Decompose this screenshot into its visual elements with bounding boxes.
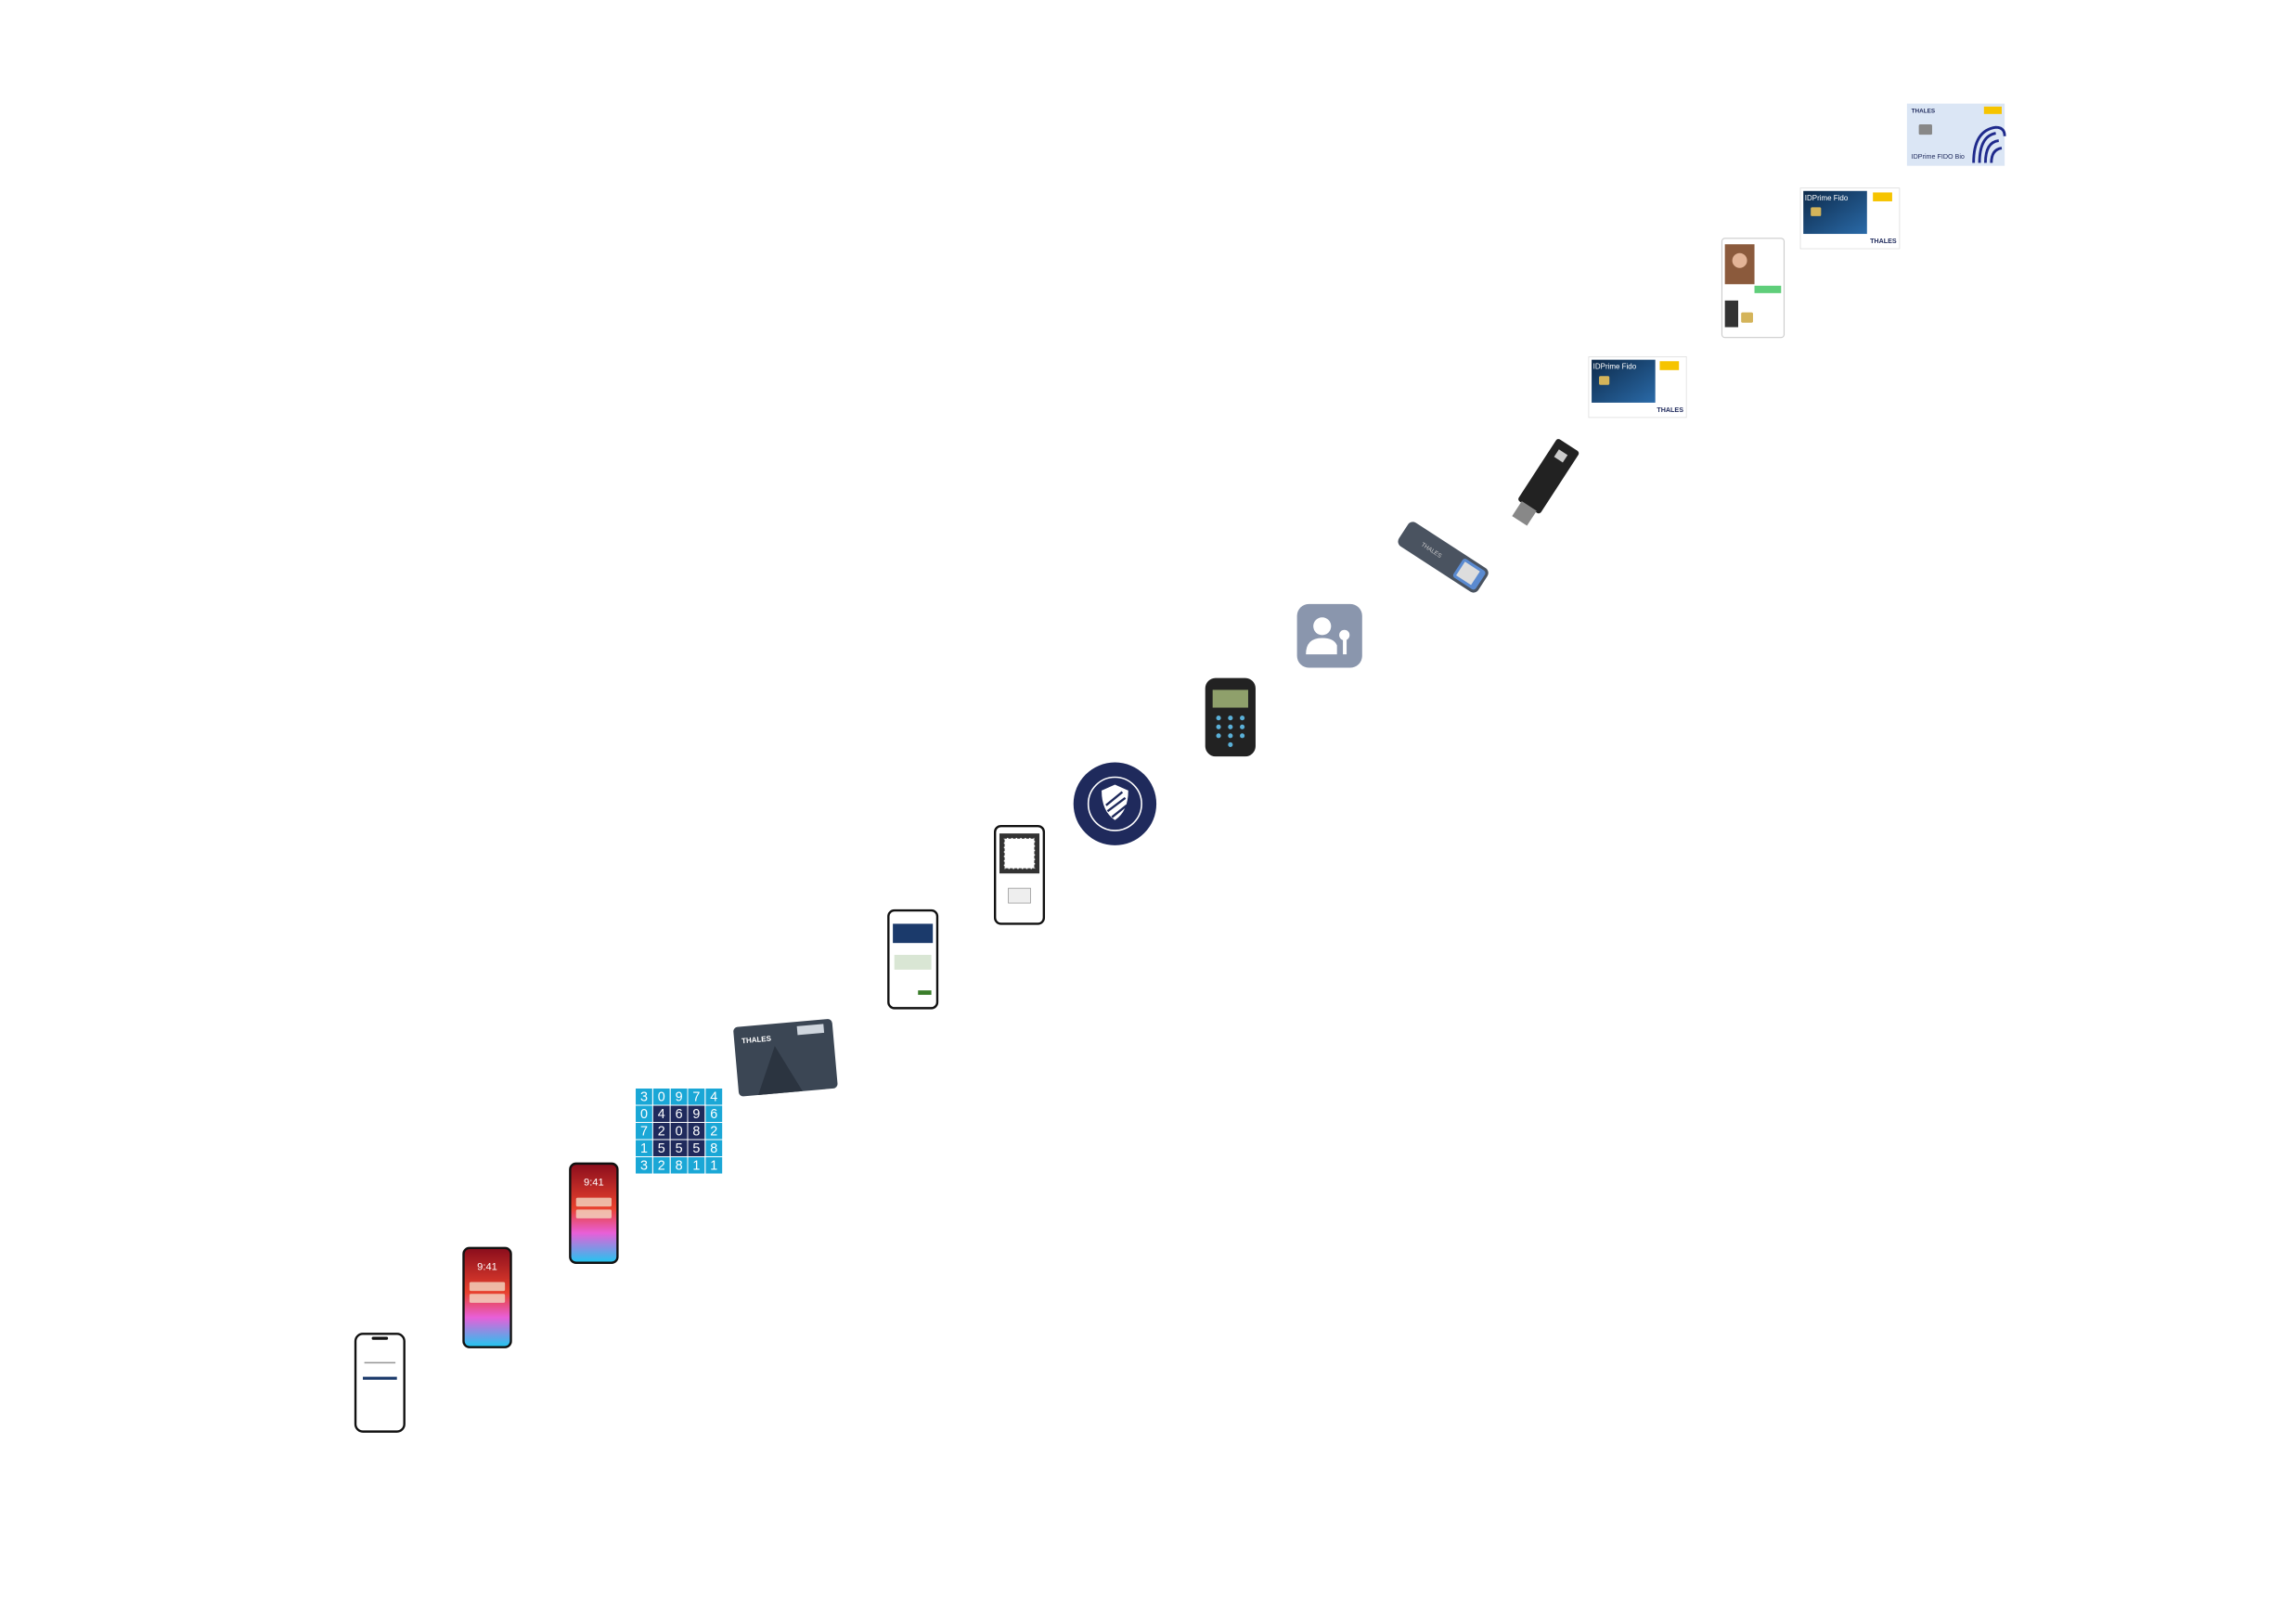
card-title: IDPrime Fido: [1805, 194, 1849, 202]
grid-digit: 3: [640, 1089, 648, 1104]
fido-card: IDPrime Fido THALES: [1799, 187, 1901, 250]
grid-digit: 9: [692, 1107, 700, 1122]
grid-digit: 7: [692, 1089, 700, 1104]
grid-digit: 1: [710, 1159, 717, 1174]
grid-digit: 3: [640, 1159, 648, 1174]
grid-card: 3 0 9 7 40 4 6 9 67 2 0 8 21 5 5 5 83 2 8 1 1: [635, 1088, 724, 1175]
bio-card: THALES IDPrime FIDO Bio: [1906, 103, 2006, 166]
grid-digit: 6: [676, 1107, 683, 1122]
grid-digit: 0: [640, 1107, 648, 1122]
phone-login: [354, 1333, 406, 1433]
fido-card: IDPrime Fido THALES: [1588, 356, 1687, 419]
time: 9:41: [584, 1178, 604, 1189]
grid-digit: 9: [676, 1089, 683, 1104]
grid-digit: 8: [710, 1141, 717, 1156]
brand: THALES: [1870, 238, 1897, 245]
grid-cell: [704, 1156, 724, 1175]
grid-digit: 8: [676, 1159, 683, 1174]
grid-digit: 7: [640, 1125, 648, 1140]
phone-lockscreen: 9:41: [569, 1162, 619, 1264]
grid-digit: 5: [676, 1141, 683, 1156]
card-reader: [1205, 677, 1256, 757]
protector-badge: GEMALTO MOBILE PROTECTOR: [1064, 762, 1168, 854]
phone-lockscreen: 9:41: [462, 1246, 512, 1348]
grid-digit: 4: [710, 1089, 717, 1104]
brand: THALES: [741, 1035, 772, 1046]
usb-reader: THALES: [1398, 522, 1489, 593]
phone-app: [887, 909, 939, 1010]
user-key-icon: [1296, 603, 1362, 668]
grid-digit: 8: [692, 1125, 700, 1140]
grid-digit: 2: [658, 1159, 665, 1174]
grid-digit: 0: [676, 1125, 683, 1140]
grid-digit: 0: [658, 1089, 665, 1104]
id-badge: [1721, 238, 1786, 339]
grid-digit: 2: [710, 1125, 717, 1140]
card-title: IDPrime FIDO Bio: [1912, 153, 1965, 161]
badge-label: GEMALTO MOBILE PROTECTOR: [1064, 846, 1168, 854]
grid-digit: 1: [640, 1141, 648, 1156]
brand: THALES: [1912, 108, 1936, 114]
grid-digit: 6: [710, 1107, 717, 1122]
grid-digit: 5: [658, 1141, 665, 1156]
dark-card: THALES: [733, 1019, 838, 1097]
usb-key: [1512, 439, 1579, 526]
time: 9:41: [477, 1261, 497, 1272]
phone-qr: [993, 824, 1046, 925]
grid-digit: 2: [658, 1125, 665, 1140]
grid-digit: 5: [692, 1141, 700, 1156]
brand: THALES: [1657, 406, 1683, 414]
grid-digit: 1: [692, 1159, 700, 1174]
grid-digit: 4: [658, 1107, 665, 1122]
card-title: IDPrime Fido: [1593, 363, 1637, 371]
